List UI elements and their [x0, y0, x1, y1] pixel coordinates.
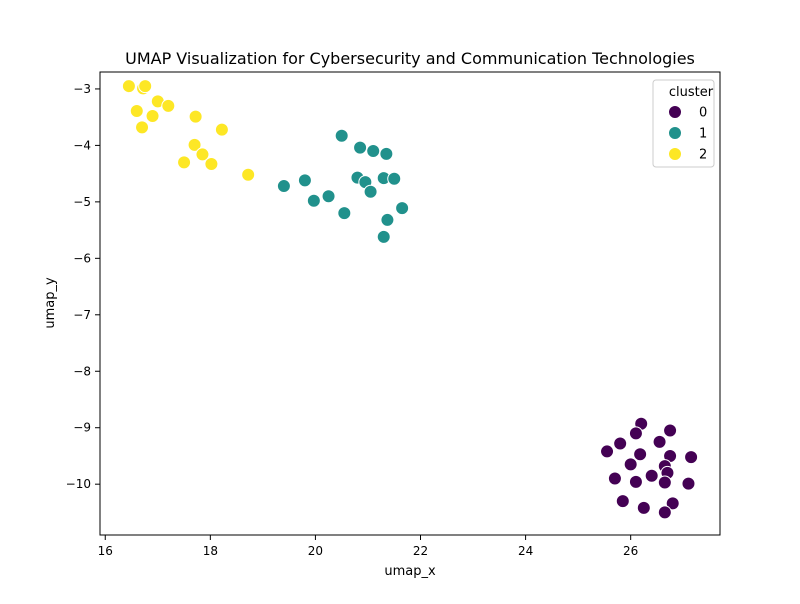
data-point-cluster-1 — [276, 179, 291, 194]
series-1 — [276, 128, 410, 244]
x-tick-label: 20 — [308, 544, 323, 558]
legend-marker-0 — [668, 105, 682, 119]
x-tick-label: 18 — [203, 544, 218, 558]
legend-marker-1 — [668, 126, 682, 140]
data-point-cluster-0 — [615, 494, 630, 509]
data-point-cluster-1 — [379, 146, 394, 161]
data-point-cluster-2 — [177, 155, 192, 170]
data-point-cluster-1 — [387, 171, 402, 186]
legend-label-1: 1 — [699, 127, 707, 142]
data-point-cluster-1 — [353, 140, 368, 155]
data-point-cluster-1 — [321, 189, 336, 204]
data-point-cluster-2 — [129, 103, 144, 118]
y-axis: −3 −4 −5 −6 −7 −8 −9 −10 — [66, 82, 100, 491]
data-point-cluster-1 — [334, 128, 349, 143]
y-tick-label: −3 — [73, 82, 91, 96]
data-point-cluster-0 — [600, 444, 615, 459]
data-point-cluster-2 — [195, 147, 210, 162]
data-point-cluster-0 — [636, 500, 651, 515]
data-point-cluster-0 — [613, 436, 628, 451]
y-tick-label: −9 — [73, 421, 91, 435]
y-axis-label: umap_y — [43, 277, 58, 329]
chart-title: UMAP Visualization for Cybersecurity and… — [125, 49, 695, 68]
data-point-cluster-0 — [665, 496, 680, 511]
data-point-cluster-0 — [663, 423, 678, 438]
legend-box — [652, 79, 715, 168]
legend-label-0: 0 — [699, 106, 707, 121]
x-tick-label: 16 — [98, 544, 113, 558]
legend: cluster 0 1 2 — [652, 79, 715, 168]
plot-frame — [99, 71, 721, 536]
data-point-cluster-1 — [376, 229, 391, 244]
data-point-cluster-0 — [681, 476, 696, 491]
legend-items: 0 1 2 — [668, 105, 707, 163]
legend-title: cluster — [669, 85, 714, 100]
data-point-cluster-2 — [214, 122, 229, 137]
y-tick-label: −7 — [73, 308, 91, 322]
data-point-cluster-2 — [188, 109, 203, 124]
series-2 — [121, 79, 256, 182]
data-point-cluster-1 — [395, 201, 410, 216]
data-point-cluster-0 — [623, 457, 638, 472]
series-0 — [600, 416, 699, 520]
x-tick-label: 24 — [518, 544, 533, 558]
data-points-layer — [121, 79, 699, 520]
x-tick-label: 26 — [623, 544, 638, 558]
data-point-cluster-1 — [366, 144, 381, 159]
data-point-cluster-2 — [135, 120, 150, 135]
data-point-cluster-2 — [187, 137, 202, 152]
data-point-cluster-1 — [297, 173, 312, 188]
data-point-cluster-0 — [628, 426, 643, 441]
data-point-cluster-2 — [204, 157, 219, 172]
y-tick-label: −6 — [73, 251, 91, 265]
data-point-cluster-1 — [380, 212, 395, 227]
data-point-cluster-0 — [657, 475, 672, 490]
data-point-cluster-2 — [241, 167, 256, 182]
data-point-cluster-1 — [306, 193, 321, 208]
data-point-cluster-0 — [657, 505, 672, 520]
x-tick-label: 22 — [413, 544, 428, 558]
y-tick-label: −4 — [73, 138, 91, 152]
data-point-cluster-2 — [121, 79, 136, 94]
data-point-cluster-2 — [145, 109, 160, 124]
data-point-cluster-0 — [644, 468, 659, 483]
data-point-cluster-1 — [363, 184, 378, 199]
data-point-cluster-0 — [628, 474, 643, 489]
legend-marker-2 — [668, 147, 682, 161]
x-axis: 16 18 20 22 24 26 — [98, 535, 638, 558]
plot-area — [99, 71, 721, 536]
y-tick-label: −10 — [66, 477, 91, 491]
x-axis-label: umap_x — [384, 564, 436, 579]
data-point-cluster-2 — [138, 79, 153, 94]
data-point-cluster-0 — [607, 471, 622, 486]
y-tick-label: −5 — [73, 195, 91, 209]
legend-label-2: 2 — [699, 148, 707, 163]
data-point-cluster-1 — [337, 206, 352, 221]
data-point-cluster-0 — [652, 434, 667, 449]
data-point-cluster-0 — [684, 450, 699, 465]
data-point-cluster-0 — [633, 447, 648, 462]
y-tick-label: −8 — [73, 364, 91, 378]
data-point-cluster-2 — [161, 98, 176, 113]
